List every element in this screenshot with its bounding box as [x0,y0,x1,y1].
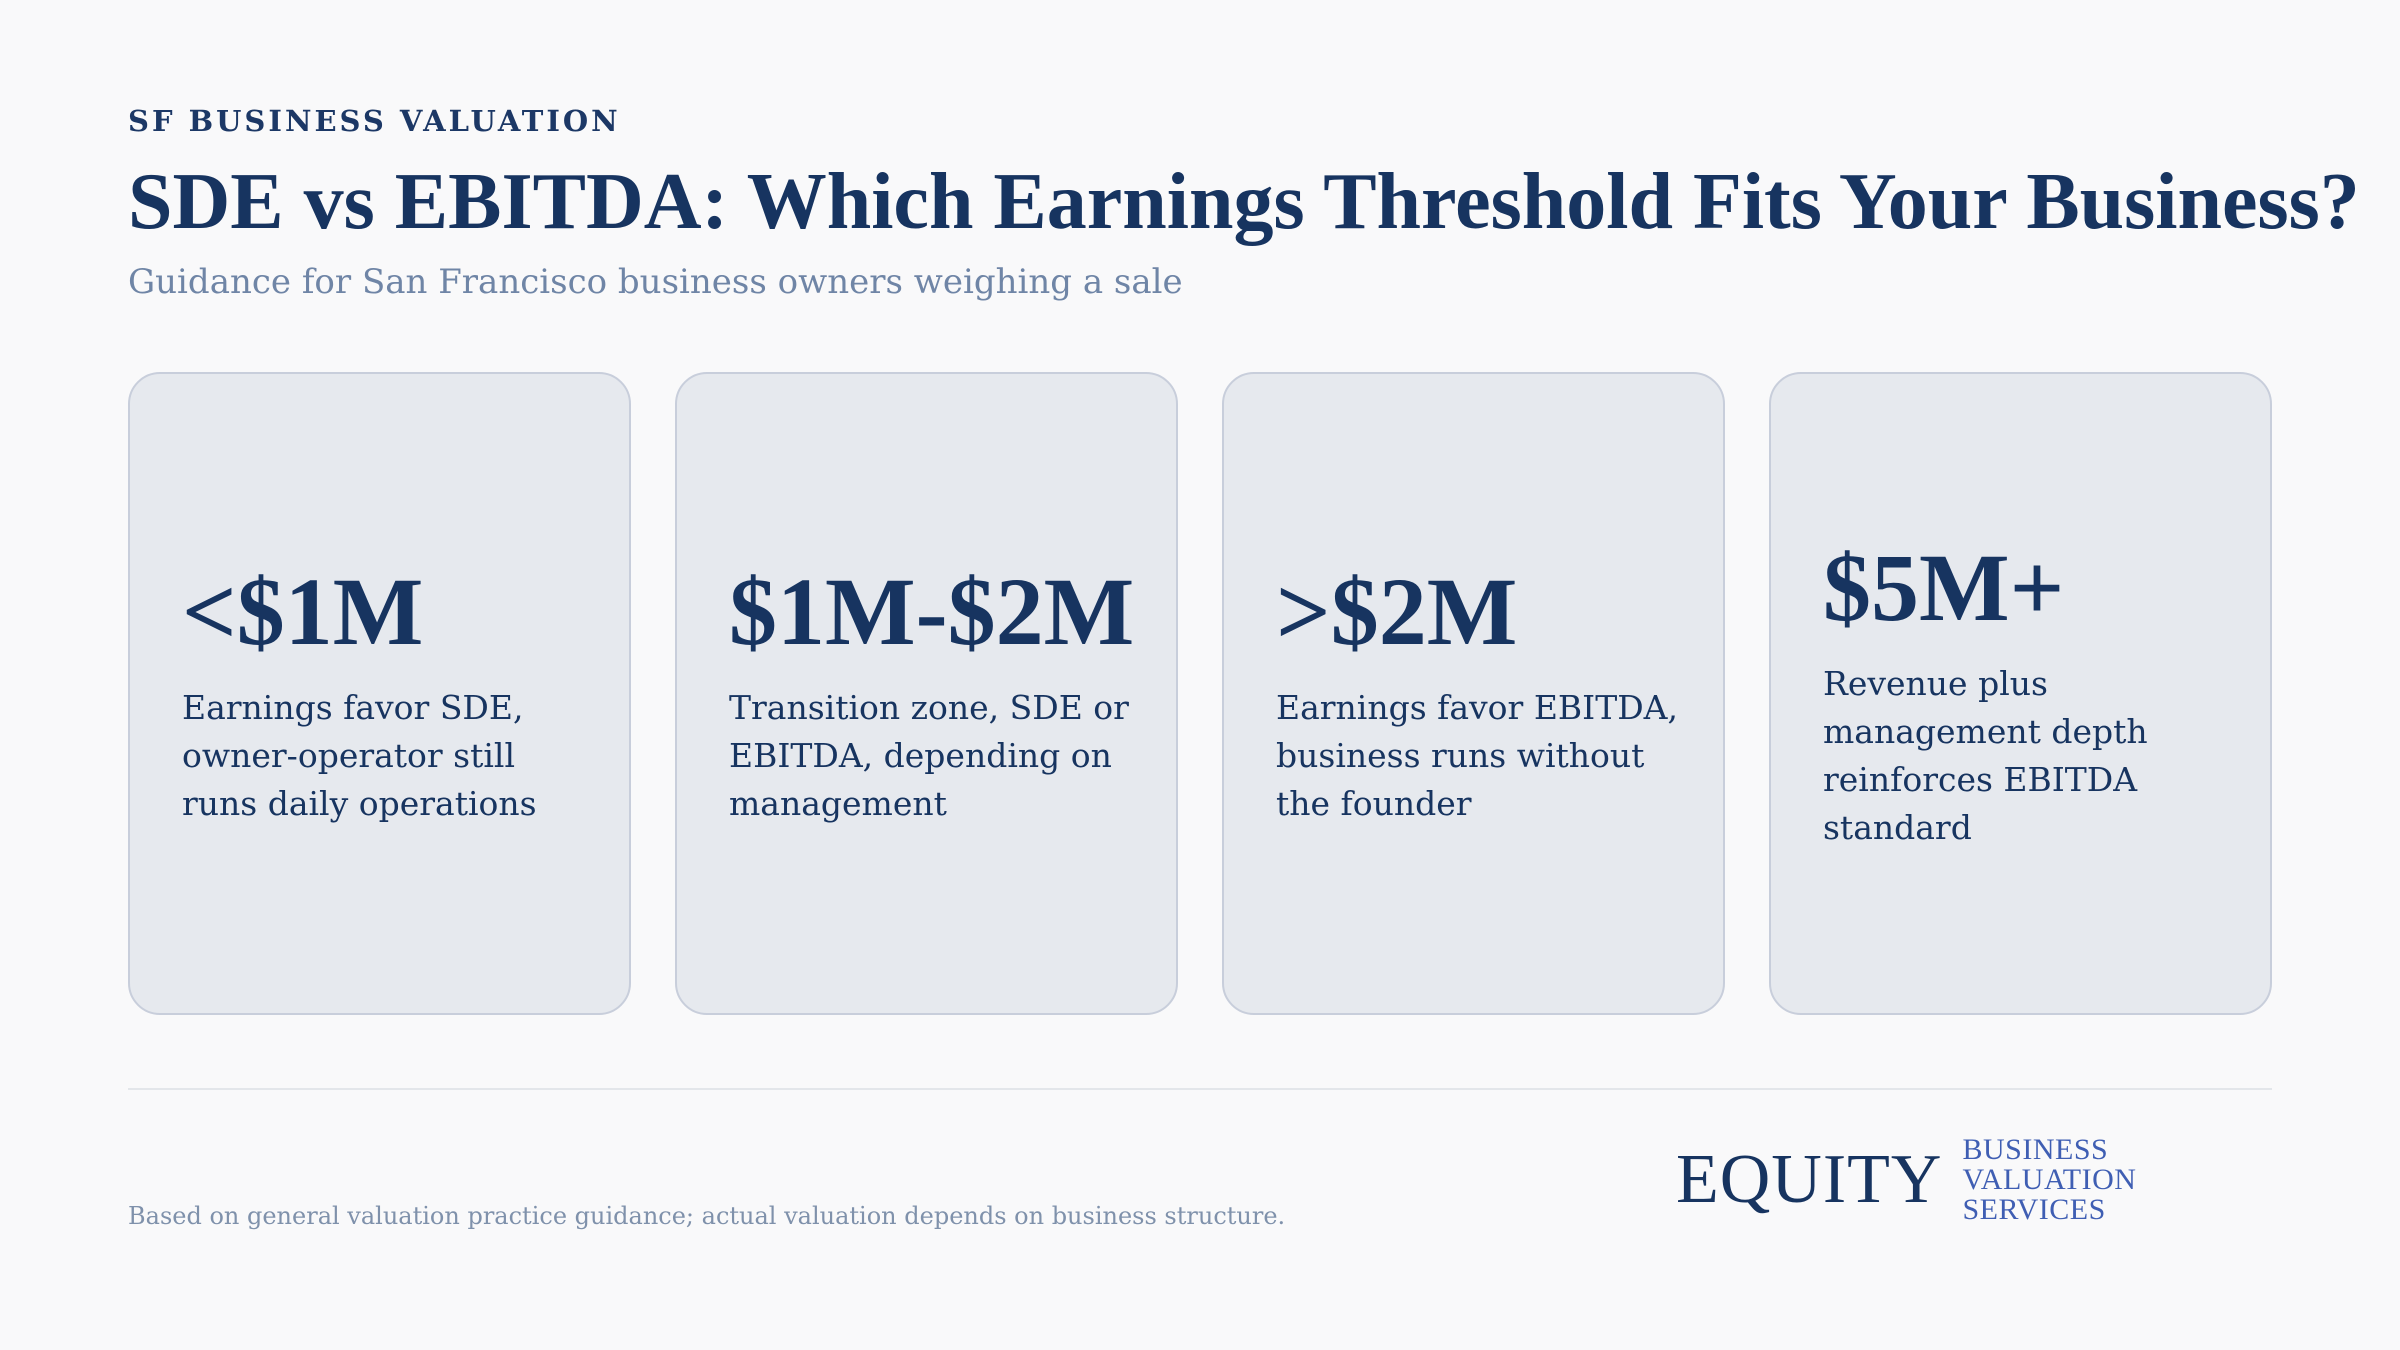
page-title: SDE vs EBITDA: Which Earnings Threshold … [128,158,2360,246]
threshold-description: Transition zone, SDE or EBITDA, dependin… [729,687,1129,823]
threshold-cards: <$1M Earnings favor SDE, owner-operator … [128,372,2272,1015]
brand-tagline: BUSINESS VALUATION SERVICES [1962,1133,2137,1226]
threshold-card-under-1m: <$1M Earnings favor SDE, owner-operator … [128,372,631,1015]
threshold-description: Earnings favor EBITDA, business runs wit… [1276,687,1678,823]
threshold-value: <$1M [182,557,424,665]
threshold-card-over-2m: >$2M Earnings favor EBITDA, business run… [1222,372,1725,1015]
page-subtitle: Guidance for San Francisco business owne… [128,262,1183,302]
threshold-value: $5M+ [1823,533,2065,641]
brand-wordmark: EQUITY [1676,1141,1943,1218]
eyebrow-label: SF BUSINESS VALUATION [128,104,621,138]
threshold-card-1m-2m: $1M-$2M Transition zone, SDE or EBITDA, … [675,372,1178,1015]
threshold-value: >$2M [1276,557,1518,665]
threshold-description: Earnings favor SDE, owner-operator still… [182,687,537,823]
footer-divider [128,1088,2272,1090]
brand-logo: EQUITY BUSINESS VALUATION SERVICES [1676,1135,2282,1225]
threshold-card-5m-plus: $5M+ Revenue plus management depth reinf… [1769,372,2272,1015]
threshold-value: $1M-$2M [729,557,1135,665]
threshold-description: Revenue plus management depth reinforces… [1823,663,2148,847]
footnote: Based on general valuation practice guid… [128,1202,1286,1230]
